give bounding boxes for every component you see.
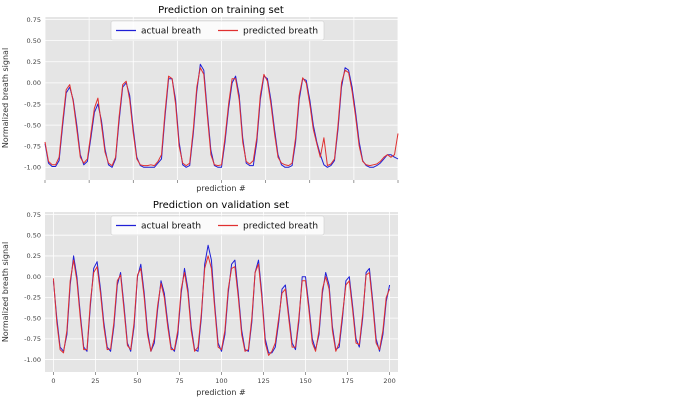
y-tick-label: -1.00 <box>24 356 41 364</box>
x-tick-label: 100 <box>215 377 227 385</box>
y-tick-label: 0.50 <box>27 232 41 240</box>
actual-breath-line <box>52 244 391 354</box>
x-tick-label: 125 <box>257 377 269 385</box>
y-tick-label: -0.25 <box>24 294 41 302</box>
y-tick-label: -1.00 <box>24 164 41 172</box>
y-tick-label: -0.25 <box>24 100 41 108</box>
x-tick-label: 0 <box>51 377 55 385</box>
x-tick-label: 200 <box>383 377 395 385</box>
legend: actual breath predicted breath <box>110 215 325 236</box>
y-tick-label: -0.75 <box>24 335 41 343</box>
legend-actual-label: actual breath <box>141 27 201 37</box>
predicted-breath-line <box>52 255 391 356</box>
series-lines <box>44 63 399 168</box>
y-tick-label: -0.50 <box>24 121 41 129</box>
validation-chart: 0.75 0.50 0.25 0.00 -0.25 -0.50 -0.75 -1.00 0 25 5… <box>1 200 398 397</box>
x-axis-label: prediction # <box>196 184 246 193</box>
legend-predicted-label: predicted breath <box>243 27 318 37</box>
y-axis-label: Normalized breath signal <box>1 48 10 148</box>
y-axis-label: Normalized breath signal <box>1 242 10 342</box>
legend-predicted-label: predicted breath <box>243 222 318 232</box>
tick-labels: 0.75 0.50 0.25 0.00 -0.25 -0.50 -0.75 -1.00 0 25 5… <box>24 211 396 385</box>
x-tick-label: 75 <box>175 377 183 385</box>
y-tick-label: 0.75 <box>27 16 41 24</box>
y-tick-label: 0.75 <box>27 211 41 219</box>
legend-box <box>110 20 325 41</box>
x-tick-label: 50 <box>133 377 141 385</box>
y-tick-label: -0.50 <box>24 314 41 322</box>
legend: actual breath predicted breath <box>110 20 325 41</box>
legend-actual-label: actual breath <box>141 222 201 232</box>
chart-title: Prediction on training set <box>158 5 284 16</box>
predicted-breath-line <box>44 67 399 167</box>
y-tick-label: 0.25 <box>27 58 41 66</box>
tick-labels: 0.75 0.50 0.25 0.00 -0.25 -0.50 -0.75 -1.00 <box>24 16 41 172</box>
series-lines <box>52 244 391 356</box>
y-tick-label: 0.00 <box>27 79 41 87</box>
x-axis-label: prediction # <box>196 388 246 397</box>
y-tick-label: 0.00 <box>27 273 41 281</box>
x-tick-label: 25 <box>91 377 99 385</box>
chart-title: Prediction on validation set <box>153 200 289 211</box>
x-tick-label: 150 <box>299 377 311 385</box>
training-chart: 0.75 0.50 0.25 0.00 -0.25 -0.50 -0.75 -1.00 Pre… <box>1 5 399 193</box>
y-tick-label: -0.75 <box>24 143 41 151</box>
grid-lines <box>45 212 398 375</box>
y-tick-label: 0.25 <box>27 252 41 260</box>
legend-box <box>110 215 325 236</box>
y-tick-label: 0.50 <box>27 37 41 45</box>
x-tick-label: 175 <box>341 377 353 385</box>
